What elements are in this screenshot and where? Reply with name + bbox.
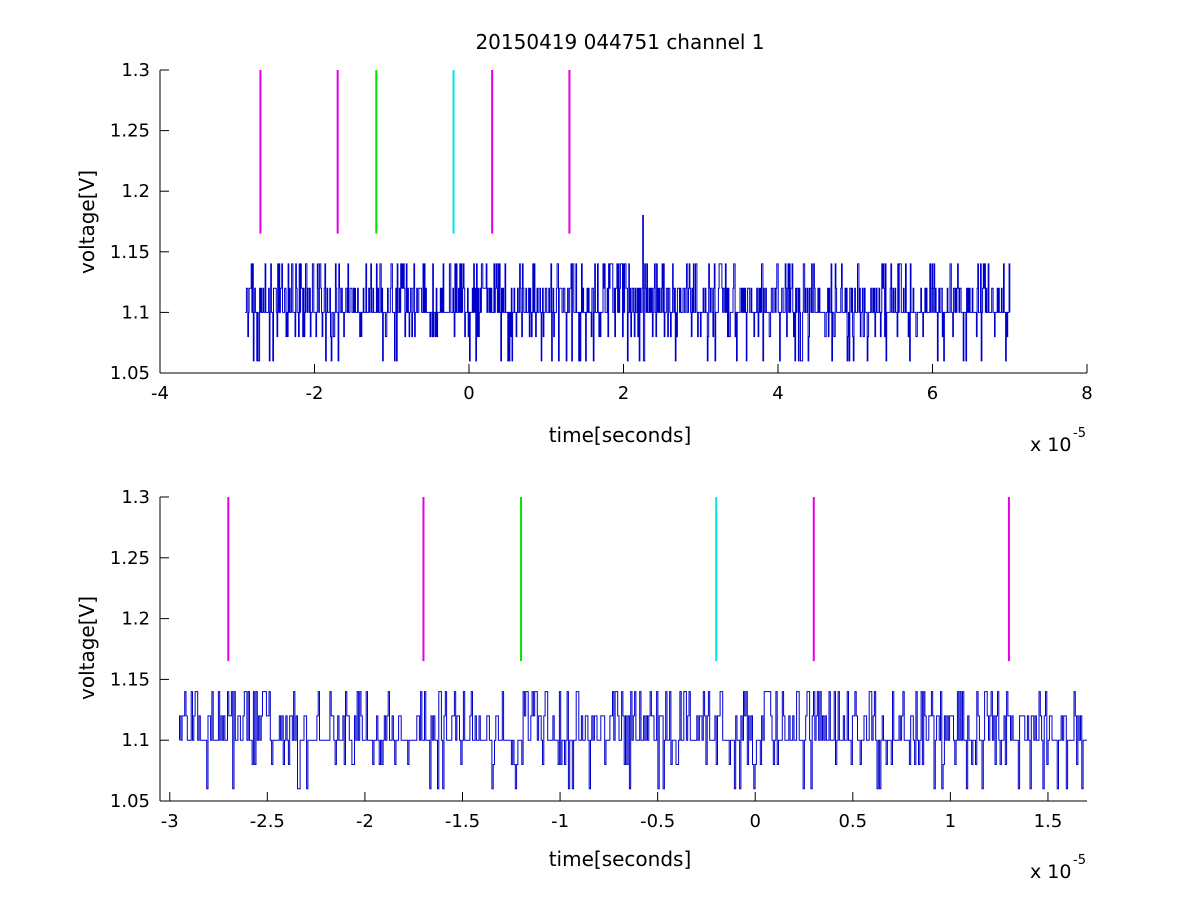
top-chart-y-tick-label: 1.25 <box>110 121 150 142</box>
bottom-chart-x-tick-label: -1.5 <box>445 811 480 832</box>
bottom-chart-y-tick-label: 1.3 <box>121 487 150 508</box>
bottom-chart-y-tick-label: 1.1 <box>121 730 150 751</box>
bottom-chart-y-tick-label: 1.2 <box>121 609 150 630</box>
top-chart-signal-line <box>245 214 1011 362</box>
bottom-chart-y-tick-label: 1.25 <box>110 548 150 569</box>
bottom-chart-y-tick-label: 1.15 <box>110 669 150 690</box>
bottom-chart-x-multiplier: x 10 <box>1030 861 1071 883</box>
bottom-chart: time[seconds] voltage[V] x 10 -5 -3 -2.5 -… <box>75 487 1087 883</box>
top-chart-x-tick-label: -2 <box>306 383 324 404</box>
top-chart-title: 20150419 044751 channel 1 <box>475 30 764 54</box>
top-chart-x-tick-label: 2 <box>618 383 629 404</box>
top-chart-x-tick-label: 4 <box>772 383 783 404</box>
bottom-chart-x-tick-label: 1 <box>945 811 956 832</box>
bottom-chart-x-tick-label: -2.5 <box>250 811 285 832</box>
top-chart-ylabel: voltage[V] <box>75 170 99 274</box>
bottom-chart-x-multiplier-exponent: -5 <box>1073 853 1086 868</box>
top-chart-x-multiplier-exponent: -5 <box>1073 426 1086 441</box>
top-chart-x-multiplier: x 10 <box>1030 434 1071 456</box>
bottom-chart-x-tick-label: -3 <box>161 811 179 832</box>
top-chart-y-tick-label: 1.1 <box>121 302 150 323</box>
top-chart-x-tick-label: 6 <box>927 383 938 404</box>
bottom-chart-x-tick-label: -0.5 <box>640 811 675 832</box>
bottom-chart-x-tick-label: 0 <box>750 811 761 832</box>
bottom-chart-x-tick-label: 0.5 <box>838 811 867 832</box>
top-chart-y-tick-label: 1.15 <box>110 242 150 263</box>
top-chart: 20150419 044751 channel 1 time[seconds] … <box>75 30 1093 456</box>
top-chart-x-tick-label: -4 <box>151 383 169 404</box>
bottom-chart-xlabel: time[seconds] <box>549 847 692 871</box>
bottom-chart-y-tick-label: 1.05 <box>110 791 150 812</box>
bottom-chart-x-tick-label: 1.5 <box>1034 811 1063 832</box>
top-chart-y-tick-label: 1.2 <box>121 181 150 202</box>
top-chart-x-tick-label: 0 <box>463 383 474 404</box>
top-chart-y-tick-label: 1.05 <box>110 363 150 384</box>
top-chart-y-tick-label: 1.3 <box>121 60 150 81</box>
bottom-chart-ylabel: voltage[V] <box>75 596 99 700</box>
top-chart-x-tick-label: 8 <box>1081 383 1092 404</box>
bottom-chart-signal-line <box>179 691 1087 790</box>
top-chart-xlabel: time[seconds] <box>549 423 692 447</box>
bottom-chart-x-tick-label: -1 <box>551 811 569 832</box>
bottom-chart-x-tick-label: -2 <box>356 811 374 832</box>
